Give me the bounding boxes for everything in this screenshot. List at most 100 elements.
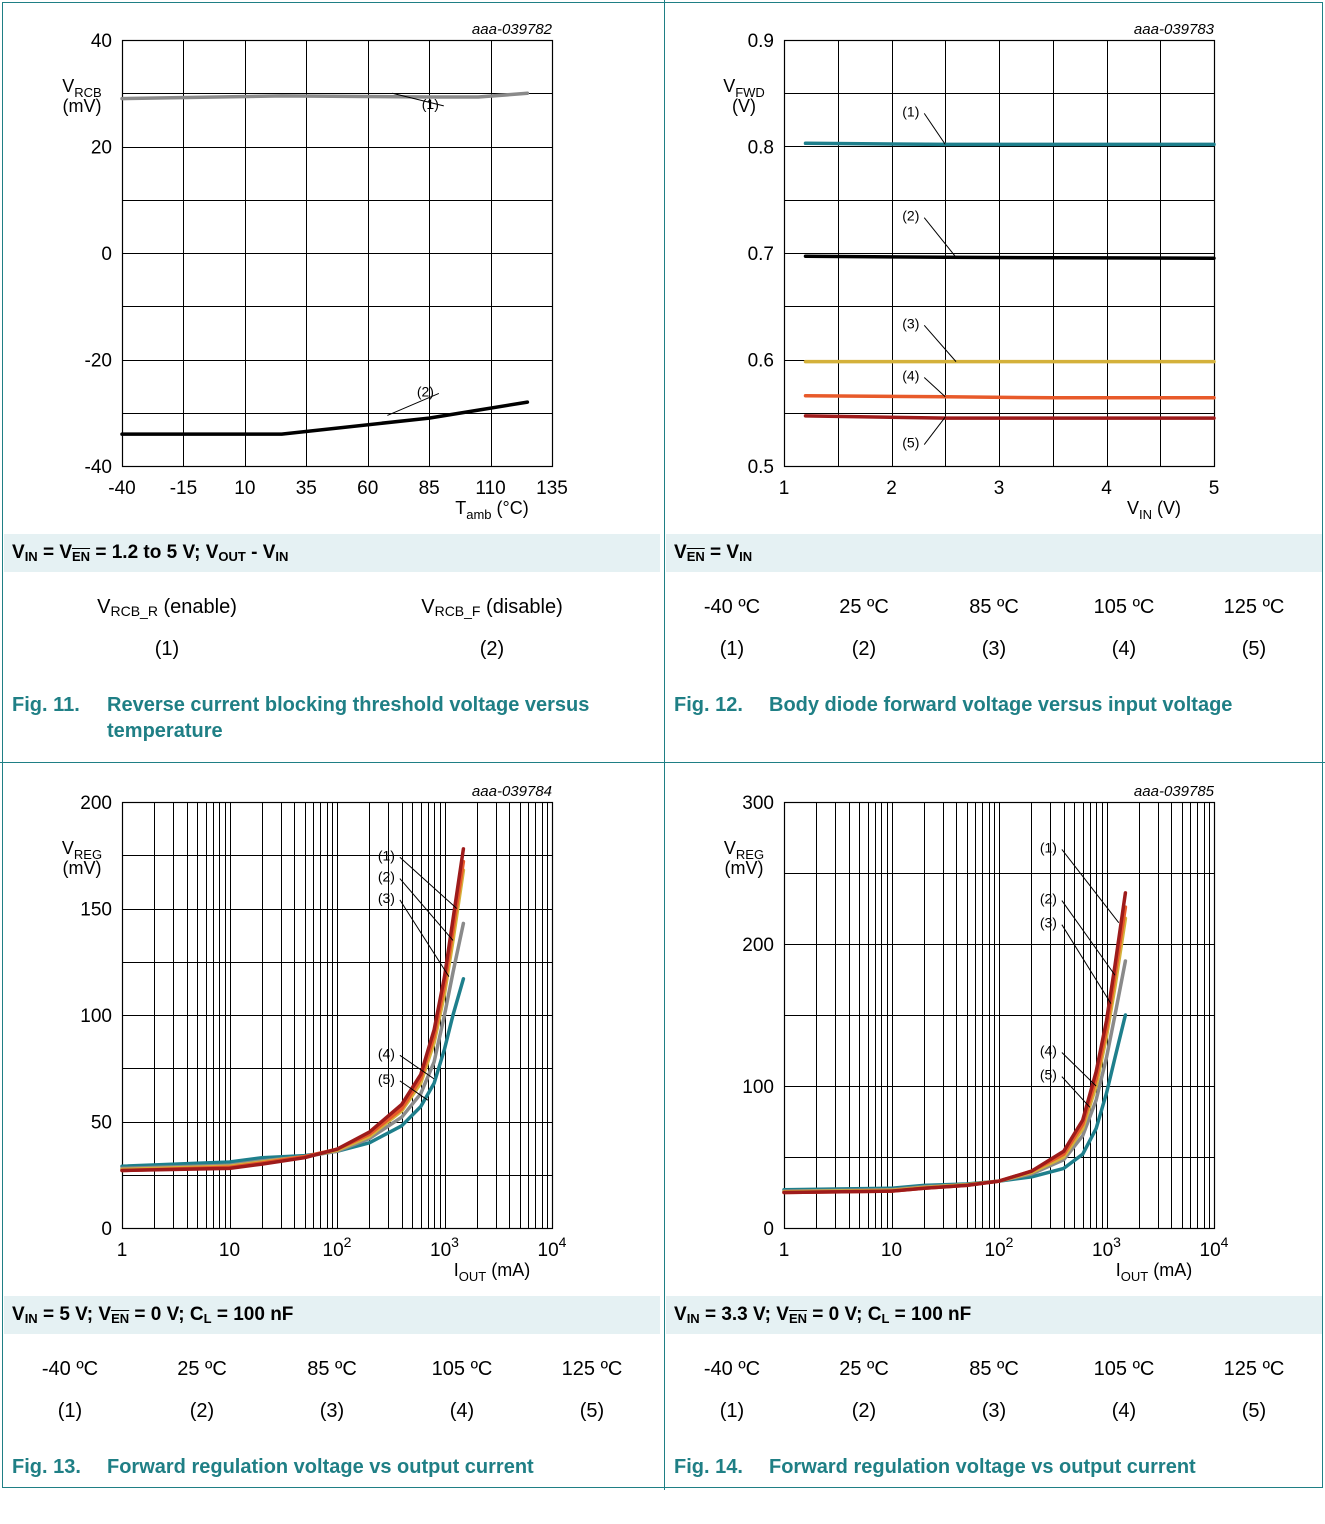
grid <box>122 40 553 467</box>
figure-number: Fig. 13. <box>12 1456 81 1478</box>
grid <box>122 802 553 1229</box>
chart-code: aaa-039782 <box>472 21 553 38</box>
legend-fig14: -40 ºC (1) 25 ºC (2) 85 ºC (3) 105 ºC (4) 125 ºC… <box>664 1354 1324 1444</box>
chart-fig14: aaa-039785 0 100 200 300 1 10 102 103 104 VREG(mV)… <box>724 783 1229 1284</box>
condition-text: OUT <box>218 549 246 564</box>
x-axis-label: Tamb (°C) <box>455 498 528 522</box>
series-line-5 <box>120 847 466 1173</box>
figure-number: Fig. 14. <box>674 1456 743 1478</box>
condition-text: = 1.2 to 5 V; V <box>90 542 219 563</box>
legend-name: -40 ºC <box>703 596 761 618</box>
figure-caption-fig14: Fig. 14. Forward regulation voltage vs ou… <box>674 1454 1314 1480</box>
y-tick-label: 200 <box>742 935 774 956</box>
legend-index: (1) <box>57 1400 83 1422</box>
y-tick-label: 150 <box>80 900 112 921</box>
condition-text: = 5 V; V <box>37 1304 112 1325</box>
figure-title: Reverse current blocking threshold volta… <box>107 694 590 742</box>
legend-index: (3) <box>981 1400 1007 1422</box>
x-tick-label: 10 <box>881 1240 902 1261</box>
callout-label-3: (3) <box>1040 915 1057 931</box>
condition-text: V <box>12 1304 25 1325</box>
callout-label-2: (2) <box>902 208 919 224</box>
figure-caption-fig13: Fig. 13. Forward regulation voltage vs ou… <box>12 1454 652 1480</box>
x-tick-label: -40 <box>108 478 135 499</box>
y-tick-label: 20 <box>91 138 112 159</box>
condition-text: V <box>674 1304 687 1325</box>
x-tick-label: 5 <box>1209 478 1220 499</box>
series-line-2 <box>803 254 1216 261</box>
x-tick-label: -15 <box>170 478 197 499</box>
legend-index: (5) <box>1241 638 1267 660</box>
y-tick-label: 0 <box>101 244 112 265</box>
condition-text: V <box>674 542 687 563</box>
y-axis-label: VRCB <box>62 76 101 100</box>
legend-index: (4) <box>1111 638 1137 660</box>
y-tick-label: 50 <box>91 1113 112 1134</box>
x-tick-label: 10 <box>219 1240 240 1261</box>
legend-index: (3) <box>319 1400 345 1422</box>
callout-label-5: (5) <box>1040 1067 1057 1083</box>
y-tick-label: 0 <box>101 1219 112 1240</box>
condition-text: L <box>203 1311 212 1326</box>
callout-label-1: (1) <box>902 103 919 119</box>
y-axis-unit: (mV) <box>725 858 764 878</box>
x-tick-label: 110 <box>475 478 505 499</box>
condition-bar-fig11: VIN = VEN = 1.2 to 5 V; VOUT - VIN <box>4 534 660 572</box>
callout-leader <box>399 856 458 909</box>
condition-text: = V <box>37 542 73 563</box>
condition-text: IN <box>275 549 289 564</box>
legend-name: VRCB_F (disable) <box>421 596 563 619</box>
plot-frame <box>783 801 1216 1230</box>
y-tick-label: 100 <box>80 1006 112 1027</box>
y-axis-unit: (V) <box>732 96 756 116</box>
legend-fig12: -40 ºC (1) 25 ºC (2) 85 ºC (3) 105 ºC (4) 125 ºC… <box>664 592 1324 682</box>
legend-index: (1) <box>154 638 180 660</box>
x-axis-label: IOUT (mA) <box>1116 1260 1192 1284</box>
y-axis-unit: (mV) <box>63 96 102 116</box>
legend-name: 85 ºC <box>969 1358 1019 1380</box>
callout-label-3: (3) <box>378 890 395 906</box>
legend-name: 125 ºC <box>561 1358 623 1380</box>
legend-item: -40 ºC (1) <box>672 1354 792 1426</box>
y-tick-label: 0 <box>763 1219 774 1240</box>
legend-fig11: VRCB_R (enable) (1) VRCB_F (disable) (2) <box>2 592 662 682</box>
callout-label-4: (4) <box>902 367 919 383</box>
legend-name: 25 ºC <box>839 1358 889 1380</box>
legend-item: 125 ºC (5) <box>532 1354 652 1426</box>
x-tick-label: 104 <box>538 1234 567 1261</box>
condition-text: IN <box>24 549 38 564</box>
chart-fig11: aaa-039782 -40 -20 0 20 40 -40 -15 10 35 60 85 110 13… <box>62 21 568 522</box>
condition-bar-fig12: VEN = VIN <box>666 534 1322 572</box>
legend-name: 25 ºC <box>839 596 889 618</box>
y-tick-label: 0.6 <box>748 351 774 372</box>
legend-item: 105 ºC (4) <box>1064 592 1184 664</box>
x-tick-label: 103 <box>430 1234 459 1261</box>
legend-name: 105 ºC <box>1093 596 1155 618</box>
condition-text: - V <box>245 542 276 563</box>
legend-index: (4) <box>449 1400 475 1422</box>
legend-index: (4) <box>1111 1400 1137 1422</box>
series-line-2 <box>120 400 530 436</box>
legend-name: 105 ºC <box>431 1358 493 1380</box>
callout-leader <box>1061 1052 1097 1087</box>
series-line-1 <box>120 91 530 101</box>
chart-fig12: aaa-039783 0.5 0.6 0.7 0.8 0.9 1 2 3 4 5 VFWD(V) VIN… <box>723 21 1220 522</box>
condition-text: EN <box>686 549 705 564</box>
condition-text: V <box>12 542 25 563</box>
x-tick-label: 10 <box>234 478 255 499</box>
callout-leader <box>923 377 946 398</box>
y-axis-label: VREG <box>724 838 764 862</box>
chart-code: aaa-039783 <box>1134 21 1215 38</box>
callout-leader <box>1061 900 1116 976</box>
x-axis-label: IOUT (mA) <box>454 1260 530 1284</box>
legend-name: VRCB_R (enable) <box>97 596 237 619</box>
x-tick-label: 2 <box>886 478 897 499</box>
callout-leader <box>923 416 946 445</box>
callout-label-2: (2) <box>1040 891 1057 907</box>
figure-panel-14: aaa-039785 0 100 200 300 1 10 102 103 104 VREG (mV)… <box>664 764 1324 1524</box>
callout-label-1: (1) <box>378 847 395 863</box>
callout-label-5: (5) <box>378 1071 395 1087</box>
x-tick-label: 1 <box>779 1240 790 1261</box>
condition-text: = 0 V; C <box>807 1304 882 1325</box>
y-tick-label: 300 <box>742 793 774 814</box>
